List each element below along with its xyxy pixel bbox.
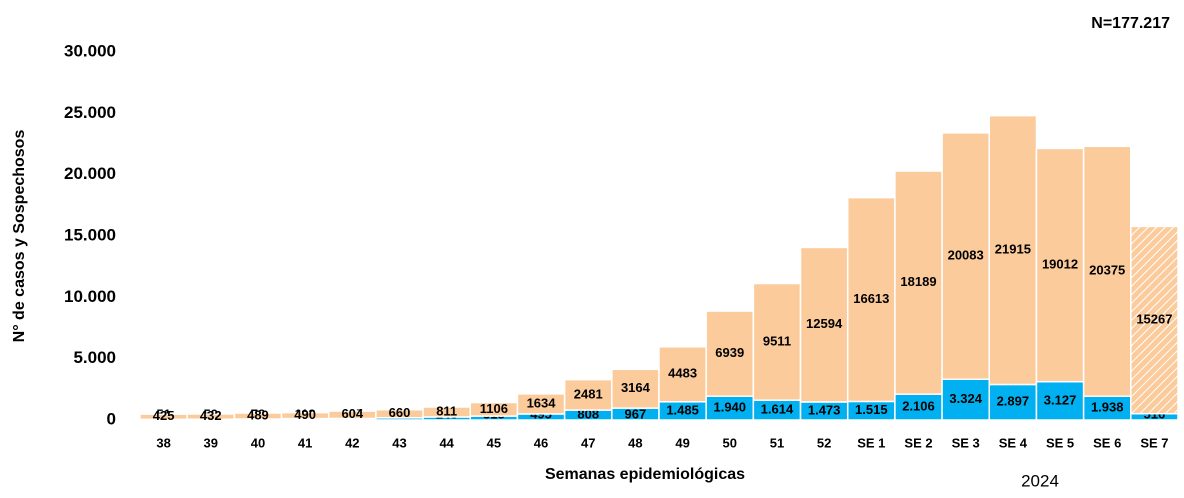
data-label: 1.485 [666, 402, 699, 417]
data-label: 1.614 [761, 402, 794, 417]
y-tick-label: 15.000 [64, 225, 116, 244]
data-label: 967 [625, 406, 647, 421]
data-label: 490 [294, 407, 316, 422]
bar-segment [1130, 225, 1179, 415]
data-label: 1.938 [1091, 400, 1124, 415]
bar-segment [563, 378, 613, 411]
data-label: 432 [200, 408, 222, 423]
data-label: 20083 [948, 247, 984, 262]
data-label: 4483 [668, 366, 697, 381]
y-tick-label: 5.000 [73, 348, 116, 367]
y-tick-label: 10.000 [64, 287, 116, 306]
x-tick-label: 49 [675, 435, 689, 450]
year-label: 2024 [1021, 471, 1059, 490]
x-tick-label: 39 [204, 435, 218, 450]
x-tick-label: SE 3 [952, 435, 980, 450]
data-label: 19012 [1042, 256, 1078, 271]
data-label: 660 [389, 405, 411, 420]
data-label: 2.106 [902, 399, 935, 414]
data-label: 2481 [574, 386, 603, 401]
bar-segment [988, 114, 1038, 386]
data-label: 3.324 [949, 391, 982, 406]
data-label: 425 [153, 408, 175, 423]
data-label: 18189 [900, 274, 936, 289]
y-tick-label: 20.000 [64, 164, 116, 183]
annotation: N=177.217 [1091, 15, 1170, 32]
data-label: 1634 [527, 395, 557, 410]
data-label: 21915 [995, 241, 1031, 256]
x-tick-label: SE 5 [1046, 435, 1074, 450]
x-tick-label: 50 [723, 435, 737, 450]
bar-segment [1035, 147, 1085, 383]
bar-segment [988, 383, 1038, 421]
bar-segment [799, 246, 849, 403]
data-label: 16613 [853, 291, 889, 306]
x-tick-label: 46 [534, 435, 548, 450]
x-tick-label: 47 [581, 435, 595, 450]
x-tick-label: 42 [345, 435, 359, 450]
x-tick-label: 41 [298, 435, 312, 450]
bar-segment [658, 346, 707, 403]
data-label: 6939 [715, 345, 744, 360]
data-label: 811 [436, 403, 457, 418]
bar-segment [941, 132, 991, 380]
y-tick-label: 0 [107, 409, 116, 428]
plot-area: 0 5.000 10.000 15.000 20.000 25.000 30.000 38 51… [64, 41, 1179, 450]
y-axis-title: N° de casos y Sospechosos [11, 130, 28, 343]
x-tick-label: 40 [251, 435, 265, 450]
bar-segment [846, 196, 896, 403]
data-label: 1.515 [855, 402, 888, 417]
y-tick-label: 30.000 [64, 41, 116, 60]
x-tick-label: 43 [392, 435, 406, 450]
x-tick-label: 48 [628, 435, 642, 450]
x-tick-label: SE 2 [904, 435, 932, 450]
x-tick-label: SE 7 [1140, 435, 1168, 450]
data-label: 3164 [621, 380, 651, 395]
data-label: 2.897 [997, 394, 1030, 409]
data-label: 1.940 [713, 400, 746, 415]
data-label: 489 [247, 407, 269, 422]
data-label: 1.473 [808, 402, 841, 417]
x-axis-title: Semanas epidemiológicas [545, 466, 745, 483]
x-tick-label: 38 [156, 435, 170, 450]
x-tick-label: 45 [487, 435, 501, 450]
x-tick-label: 44 [439, 435, 454, 450]
x-tick-label: 52 [817, 435, 831, 450]
data-label: 604 [341, 406, 363, 421]
data-label: 20375 [1089, 263, 1125, 278]
bar-segment [611, 368, 660, 409]
y-tick-label: 25.000 [64, 103, 116, 122]
x-tick-label: SE 4 [999, 435, 1028, 450]
x-tick-label: SE 1 [857, 435, 885, 450]
data-label: 12594 [806, 316, 843, 331]
data-label: 3.127 [1044, 392, 1077, 407]
x-tick-label: SE 6 [1093, 435, 1121, 450]
data-label: 1106 [480, 401, 508, 416]
bar-segment [894, 170, 943, 395]
x-tick-label: 51 [770, 435, 784, 450]
data-label: 9511 [763, 333, 791, 348]
data-label: 15267 [1136, 311, 1172, 326]
